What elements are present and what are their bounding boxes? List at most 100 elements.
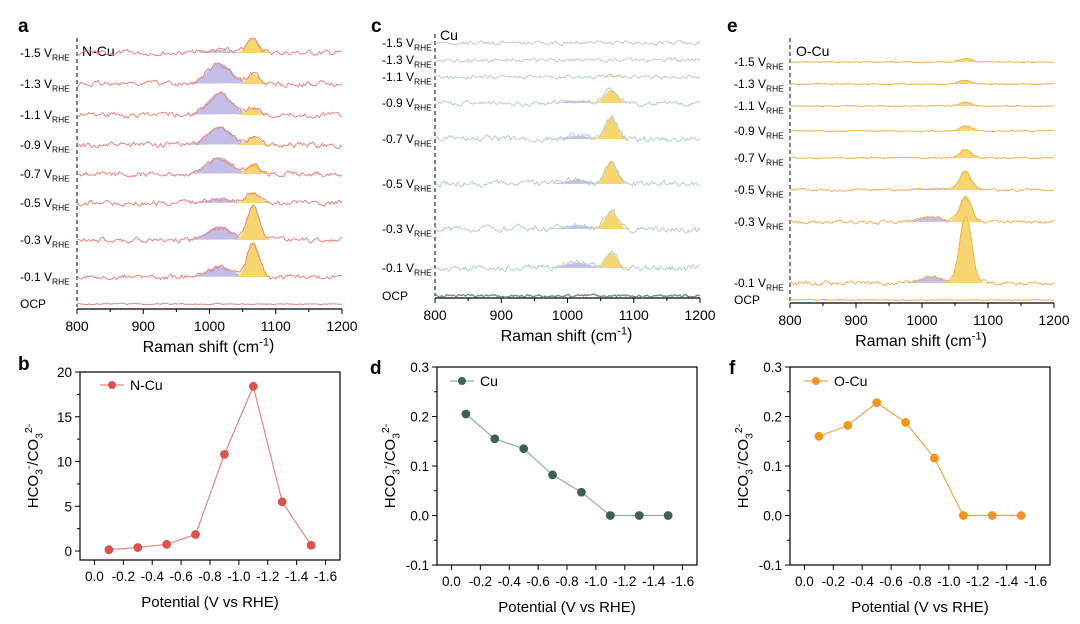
trace-label: -1.5 VRHE <box>382 36 432 53</box>
data-point <box>133 543 143 552</box>
y-tick-label: 10 <box>57 455 72 470</box>
data-point <box>634 511 644 520</box>
data-point <box>490 434 500 444</box>
x-tick-label: 0.0 <box>795 574 814 589</box>
raman-trace <box>434 293 701 299</box>
trace-label: OCP <box>734 293 760 307</box>
plot-frame <box>436 366 698 566</box>
data-point <box>162 539 172 549</box>
x-tick-label: -1.4 <box>642 574 666 589</box>
x-axis-title: Potential (V vs RHE) <box>851 599 989 616</box>
panel-label-d: d <box>370 358 382 379</box>
carbonate-peak <box>229 136 280 145</box>
data-point <box>930 453 939 463</box>
x-tick-label: 1000 <box>194 318 225 334</box>
x-tick-label: -0.4 <box>851 574 875 589</box>
series-line <box>465 413 669 517</box>
data-point <box>987 511 997 520</box>
y-tick-label: 15 <box>57 410 72 425</box>
carbonate-peak <box>941 79 992 84</box>
x-axis-title: Potential (V vs RHE) <box>141 594 279 611</box>
data-point <box>548 470 557 480</box>
trace-label: -0.7 VRHE <box>734 151 784 168</box>
x-tick-label: -0.8 <box>908 574 931 589</box>
trace-label: -0.3 VRHE <box>734 215 784 232</box>
x-tick-label: -0.6 <box>879 574 902 589</box>
ratio-chart-b: b 0.0 -0.2 -0.4 -0.6 -0.8 -1.0 -1.2 -1.4 -1.6 0 5 10… <box>18 354 341 611</box>
panel-label-c: c <box>371 16 382 37</box>
x-tick-label: -1.2 <box>966 574 989 589</box>
trace-label: OCP <box>382 289 408 303</box>
raman-trace <box>789 125 1055 133</box>
y-tick-label: 0.0 <box>763 509 782 524</box>
y-tick-label: -0.1 <box>759 558 782 573</box>
bicarbonate-peak <box>183 92 250 115</box>
raman-trace <box>434 57 701 64</box>
carbonate-peak <box>941 195 992 222</box>
trace-label: -1.5 VRHE <box>20 46 70 63</box>
x-tick-label: -0.2 <box>822 574 845 589</box>
raman-trace <box>434 160 701 189</box>
ratio-chart-d: d 0.0 -0.2 -0.4 -0.6 -0.8 -1.0 -1.2 -1.4 -1.6 -0.1… <box>370 358 698 616</box>
data-point <box>277 497 287 507</box>
trace-label: -1.3 VRHE <box>20 77 70 94</box>
panel-title: O-Cu <box>796 43 829 59</box>
panel-label-e: e <box>727 16 738 37</box>
y-tick-label: -0.1 <box>406 558 429 573</box>
raman-trace <box>76 157 343 178</box>
legend-label: Cu <box>480 373 498 389</box>
y-tick-label: 0.2 <box>410 410 429 425</box>
trace-label: -0.1 VRHE <box>20 270 70 287</box>
trace-label: -0.9 VRHE <box>734 124 784 141</box>
y-axis-title: HCO3-/CO32- <box>23 423 46 508</box>
trace-label: -0.5 VRHE <box>20 196 70 213</box>
raman-trace <box>789 298 1055 302</box>
carbonate-peak <box>229 241 280 277</box>
y-tick-label: 0 <box>64 544 72 559</box>
x-tick-label: 900 <box>132 318 156 334</box>
raman-trace <box>76 204 343 244</box>
data-point <box>577 487 586 497</box>
raman-trace <box>434 114 701 144</box>
data-point <box>901 418 910 427</box>
bicarbonate-peak <box>183 126 250 145</box>
x-tick-label: -1.0 <box>584 574 607 589</box>
y-tick-label: 0.3 <box>410 360 429 375</box>
x-tick-label: -0.2 <box>112 569 135 584</box>
carbonate-peak <box>941 101 992 106</box>
bicarbonate-peak <box>183 63 250 84</box>
carbonate-peak <box>229 204 280 240</box>
panel-label-a: a <box>18 16 29 37</box>
raman-trace <box>789 197 1055 225</box>
raman-trace <box>76 243 343 281</box>
bicarbonate-peak <box>541 262 608 268</box>
y-tick-label: 20 <box>57 365 72 380</box>
raman-trace <box>790 79 1054 86</box>
carbonate-peak <box>229 107 280 115</box>
y-tick-label: 0.0 <box>410 509 429 524</box>
x-tick-label: 800 <box>423 307 447 323</box>
carbonate-peak <box>587 160 638 184</box>
x-tick-label: 0.0 <box>85 569 104 584</box>
x-axis-title: Potential (V vs RHE) <box>498 599 636 616</box>
panel-title: Cu <box>440 27 458 43</box>
carbonate-peak <box>587 210 638 229</box>
trace-label: -1.1 VRHE <box>382 70 432 87</box>
data-point <box>605 511 615 520</box>
data-point <box>461 409 471 419</box>
y-tick-label: 0.3 <box>763 360 782 375</box>
data-point <box>1016 511 1026 520</box>
bicarbonate-peak <box>183 157 250 174</box>
data-point <box>306 540 316 550</box>
raman-trace <box>76 126 343 150</box>
legend-marker <box>812 377 820 385</box>
x-tick-label: -1.2 <box>613 574 636 589</box>
data-point <box>519 444 529 454</box>
y-tick-label: 0.2 <box>763 410 782 425</box>
carbonate-peak <box>587 252 638 268</box>
trace-label: -0.9 VRHE <box>20 138 70 155</box>
carbonate-peak <box>941 149 992 158</box>
x-tick-label: 1000 <box>552 307 583 323</box>
x-axis-title: Raman shift (cm-1) <box>855 331 987 350</box>
